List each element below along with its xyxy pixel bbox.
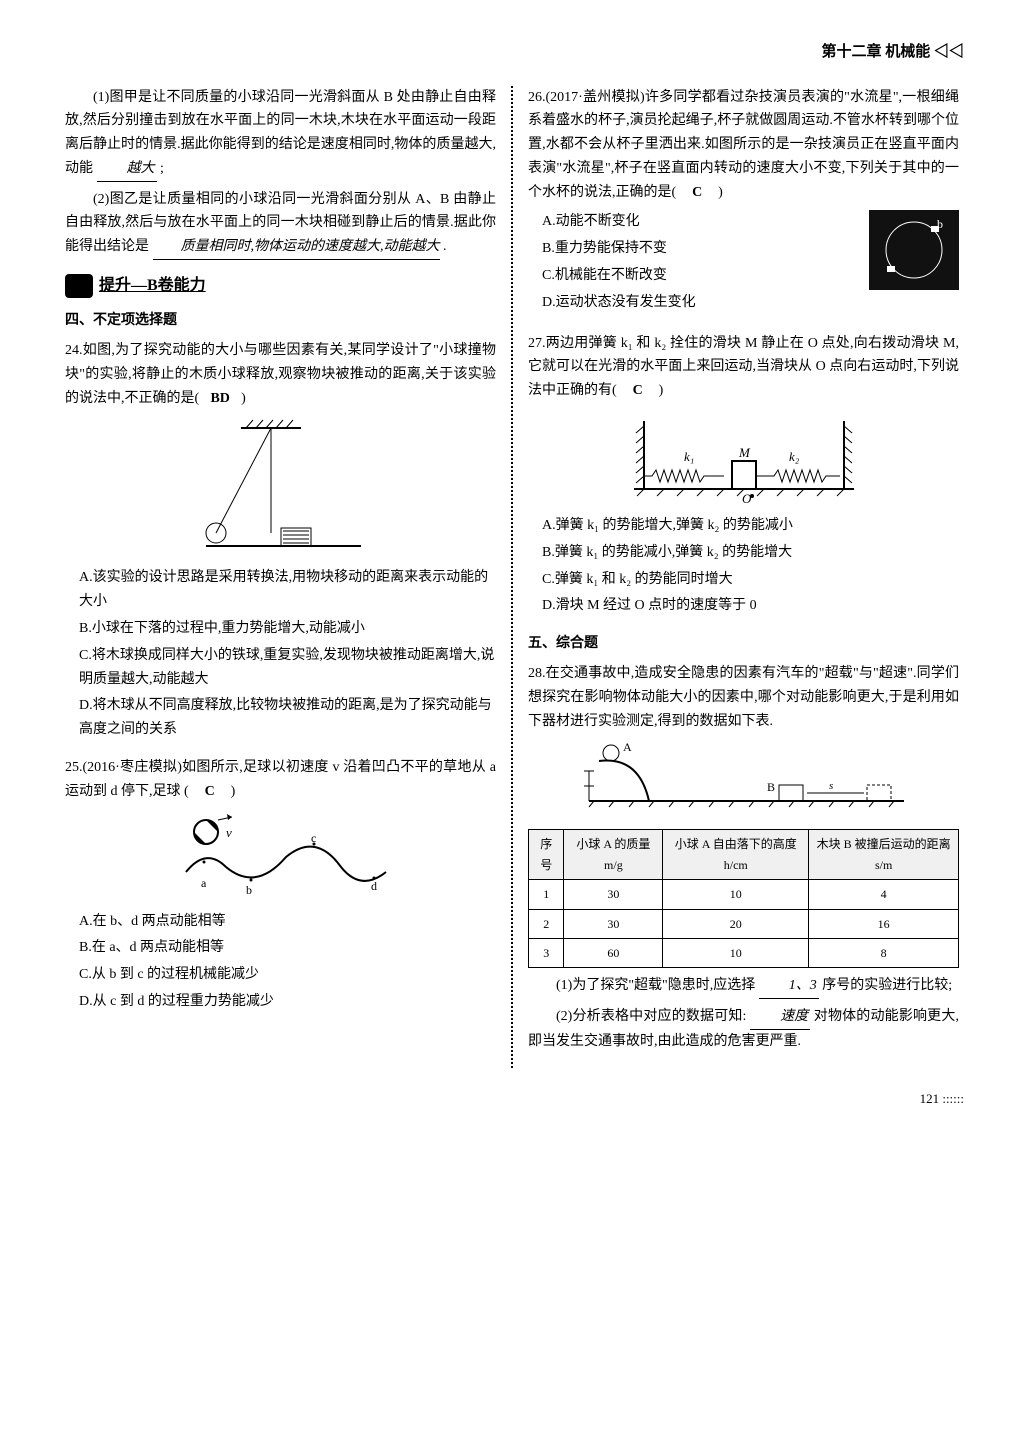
table-row: 360108 <box>529 939 959 968</box>
q26-figure: b <box>869 210 959 299</box>
q26-answer: C <box>680 181 715 205</box>
svg-text:O: O <box>742 491 752 506</box>
cont2-tail: . <box>443 239 447 254</box>
q28-figure: A B s <box>528 741 959 821</box>
question-25: 25.(2016·枣庄模拟)如图所示,足球以初速度 v 沿着凹凸不平的草地从 a… <box>65 756 496 1014</box>
right-column: 26.(2017·盖州模拟)许多同学都看过杂技演员表演的"水流星",一根细绳系着… <box>523 86 964 1068</box>
q24-opt-d: D.将木球从不同高度释放,比较物块被推动的距离,是为了探究动能与高度之间的关系 <box>79 694 496 742</box>
q28-2-answer: 速度 <box>750 1005 810 1030</box>
table-header: 木块 B 被撞后运动的距离 s/m <box>809 830 959 880</box>
q26-tail: ) <box>715 185 723 200</box>
q28-2a: (2)分析表格中对应的数据可知: <box>556 1009 746 1024</box>
cont2-answer: 质量相同时,物体运动的速度越大,动能越大 <box>153 235 440 260</box>
q27-stem: 27.两边用弹簧 k₁ 和 k₂ 拴住的滑块 M 静止在 O 点处,向右拨动滑块… <box>528 336 959 399</box>
table-header: 序号 <box>529 830 564 880</box>
svg-text:k₂: k₂ <box>789 449 800 464</box>
section-b-title: 提升—B卷能力 <box>65 272 496 299</box>
table-cell: 1 <box>529 880 564 909</box>
table-cell: 10 <box>663 880 809 909</box>
cont1-tail: ; <box>160 161 164 176</box>
q27-opt-b: B.弹簧 k₁ 的势能减小,弹簧 k₂ 的势能增大 <box>542 541 959 565</box>
q25-opt-a: A.在 b、d 两点动能相等 <box>79 910 496 934</box>
q24-opt-a: A.该实验的设计思路是采用转换法,用物块移动的距离来表示动能的大小 <box>79 566 496 614</box>
q25-opt-c: C.从 b 到 c 的过程机械能减少 <box>79 963 496 987</box>
svg-text:k₁: k₁ <box>684 449 694 464</box>
svg-text:b: b <box>246 883 252 897</box>
table-cell: 8 <box>809 939 959 968</box>
q25-opt-d: D.从 c 到 d 的过程重力势能减少 <box>79 990 496 1014</box>
q28-1-answer: 1、3 <box>759 974 819 999</box>
table-cell: 4 <box>809 880 959 909</box>
q28-1b: 序号的实验进行比较; <box>822 978 952 993</box>
svg-text:v: v <box>226 825 232 840</box>
table-header: 小球 A 的质量 m/g <box>564 830 663 880</box>
q25-tail: ) <box>227 784 235 799</box>
question-28: 28.在交通事故中,造成安全隐患的因素有汽车的"超载"与"超速".同学们想探究在… <box>528 662 959 1054</box>
question-24: 24.如图,为了探究动能的大小与哪些因素有关,某同学设计了"小球撞物块"的实验,… <box>65 339 496 742</box>
subsection-4: 四、不定项选择题 <box>65 309 496 333</box>
svg-text:A: A <box>623 741 632 754</box>
table-row: 130104 <box>529 880 959 909</box>
question-26: 26.(2017·盖州模拟)许多同学都看过杂技演员表演的"水流星",一根细绳系着… <box>528 86 959 318</box>
q24-tail: ) <box>238 391 246 406</box>
q25-figure: v a b c d <box>65 812 496 902</box>
q27-answer: C <box>620 379 655 403</box>
svg-text:a: a <box>201 876 207 890</box>
table-cell: 20 <box>663 909 809 938</box>
column-divider <box>511 86 513 1068</box>
table-cell: 30 <box>564 880 663 909</box>
q24-answer: BD <box>203 387 238 411</box>
q24-opt-b: B.小球在下落的过程中,重力势能增大,动能减小 <box>79 617 496 641</box>
q28-1a: (1)为了探究"超载"隐患时,应选择 <box>556 978 755 993</box>
q28-sub1: (1)为了探究"超载"隐患时,应选择 1、3 序号的实验进行比较; <box>528 974 959 999</box>
q25-stem: 25.(2016·枣庄模拟)如图所示,足球以初速度 v 沿着凹凸不平的草地从 a… <box>65 760 496 799</box>
section-b-label: 提升—B卷能力 <box>99 272 206 299</box>
section-icon <box>65 274 93 298</box>
svg-text:d: d <box>371 879 377 893</box>
q25-answer: C <box>192 780 227 804</box>
q27-figure: M O k₁ k₂ <box>528 411 959 506</box>
page-number: 121 :::::: <box>60 1088 964 1110</box>
q24-figure <box>65 418 496 558</box>
q28-table: 序号 小球 A 的质量 m/g 小球 A 自由落下的高度 h/cm 木块 B 被… <box>528 829 959 968</box>
question-27: 27.两边用弹簧 k₁ 和 k₂ 拴住的滑块 M 静止在 O 点处,向右拨动滑块… <box>528 332 959 619</box>
q24-stem: 24.如图,为了探究动能的大小与哪些因素有关,某同学设计了"小球撞物块"的实验,… <box>65 343 496 406</box>
q27-opt-d: D.滑块 M 经过 O 点时的速度等于 0 <box>542 594 959 618</box>
q25-opt-b: B.在 a、d 两点动能相等 <box>79 936 496 960</box>
page-header: 第十二章 机械能 ◁◁ <box>60 40 964 66</box>
cont1-answer: 越大 <box>97 157 157 182</box>
q24-opt-c: C.将木球换成同样大小的铁球,重复实验,发现物块被推动距离增大,说明质量越大,动… <box>79 644 496 692</box>
q26-stem: 26.(2017·盖州模拟)许多同学都看过杂技演员表演的"水流星",一根细绳系着… <box>528 90 959 200</box>
subsection-5: 五、综合题 <box>528 632 959 656</box>
table-header: 小球 A 自由落下的高度 h/cm <box>663 830 809 880</box>
svg-text:B: B <box>767 780 775 794</box>
table-cell: 30 <box>564 909 663 938</box>
q27-opt-c: C.弹簧 k₁ 和 k₂ 的势能同时增大 <box>542 568 959 592</box>
q28-stem: 28.在交通事故中,造成安全隐患的因素有汽车的"超载"与"超速".同学们想探究在… <box>528 662 959 733</box>
table-row: 2302016 <box>529 909 959 938</box>
svg-text:M: M <box>738 445 751 460</box>
continuation-1: (1)图甲是让不同质量的小球沿同一光滑斜面从 B 处由静止自由释放,然后分别撞击… <box>65 86 496 182</box>
svg-text:s: s <box>829 780 833 792</box>
left-column: (1)图甲是让不同质量的小球沿同一光滑斜面从 B 处由静止自由释放,然后分别撞击… <box>60 86 501 1068</box>
q28-sub2: (2)分析表格中对应的数据可知: 速度 对物体的动能影响更大,即当发生交通事故时… <box>528 1005 959 1054</box>
table-cell: 16 <box>809 909 959 938</box>
continuation-2: (2)图乙是让质量相同的小球沿同一光滑斜面分别从 A、B 由静止自由释放,然后与… <box>65 188 496 260</box>
table-cell: 2 <box>529 909 564 938</box>
table-cell: 60 <box>564 939 663 968</box>
q27-opt-a: A.弹簧 k₁ 的势能增大,弹簧 k₂ 的势能减小 <box>542 514 959 538</box>
q27-tail: ) <box>655 383 663 398</box>
table-cell: 10 <box>663 939 809 968</box>
table-cell: 3 <box>529 939 564 968</box>
